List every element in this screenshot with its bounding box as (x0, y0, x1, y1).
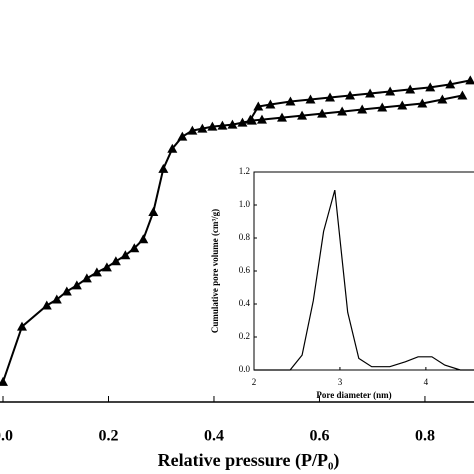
marker (345, 90, 356, 100)
marker (187, 125, 198, 135)
marker (177, 131, 188, 141)
marker (297, 110, 308, 120)
marker (285, 96, 296, 106)
marker (337, 106, 348, 116)
marker (101, 262, 112, 272)
marker (405, 84, 416, 94)
x-tick-label: 0.0 (0, 428, 13, 445)
marker (465, 75, 474, 85)
marker (148, 207, 159, 217)
marker (227, 119, 238, 129)
marker (256, 114, 267, 124)
marker (197, 123, 208, 133)
marker (253, 101, 264, 111)
x-tick-label: 0.4 (204, 428, 224, 445)
marker (91, 267, 102, 277)
x-tick-label: 0.6 (309, 428, 329, 445)
y-axis-label: Cumulative pore volume (cm³/g) (210, 209, 220, 333)
marker (237, 117, 248, 127)
marker (397, 100, 408, 110)
marker (120, 250, 131, 260)
inset-frame (253, 171, 474, 371)
x-axis-label: Pore diameter (nm) (316, 390, 391, 400)
marker (0, 376, 8, 386)
marker (245, 114, 256, 124)
x-tick-label: 0.2 (98, 428, 118, 445)
marker (110, 256, 121, 266)
marker (41, 300, 52, 310)
marker (129, 243, 140, 253)
marker (167, 143, 178, 153)
marker (377, 102, 388, 112)
marker (437, 94, 448, 104)
marker (217, 120, 228, 130)
x-axis-label: Relative pressure (P/P₀) (158, 450, 340, 471)
marker (81, 273, 92, 283)
x-tick-label: 3 (338, 377, 343, 387)
marker (445, 79, 456, 89)
marker (425, 82, 436, 92)
y-tick-label: 0.6 (239, 265, 251, 275)
marker (365, 88, 376, 98)
y-tick-label: 0.8 (239, 232, 251, 242)
marker (207, 121, 218, 131)
x-tick-label: 4 (424, 377, 429, 387)
marker (265, 99, 276, 109)
marker (457, 90, 468, 100)
y-tick-label: 0.0 (239, 364, 251, 374)
marker (305, 94, 316, 104)
marker (277, 112, 288, 122)
y-tick-label: 1.0 (239, 199, 251, 209)
x-tick-label: 2 (252, 377, 257, 387)
marker (61, 286, 72, 296)
marker (16, 321, 27, 331)
marker (357, 104, 368, 114)
marker (138, 234, 149, 244)
y-tick-label: 1.2 (239, 166, 250, 176)
marker (71, 280, 82, 290)
marker (158, 163, 169, 173)
y-tick-label: 0.2 (239, 331, 250, 341)
x-tick-label: 0.8 (415, 428, 435, 445)
series-line (254, 189, 474, 371)
marker (51, 294, 62, 304)
marker (385, 86, 396, 96)
marker (317, 108, 328, 118)
y-tick-label: 0.4 (239, 298, 251, 308)
marker (417, 98, 428, 108)
marker (325, 92, 336, 102)
